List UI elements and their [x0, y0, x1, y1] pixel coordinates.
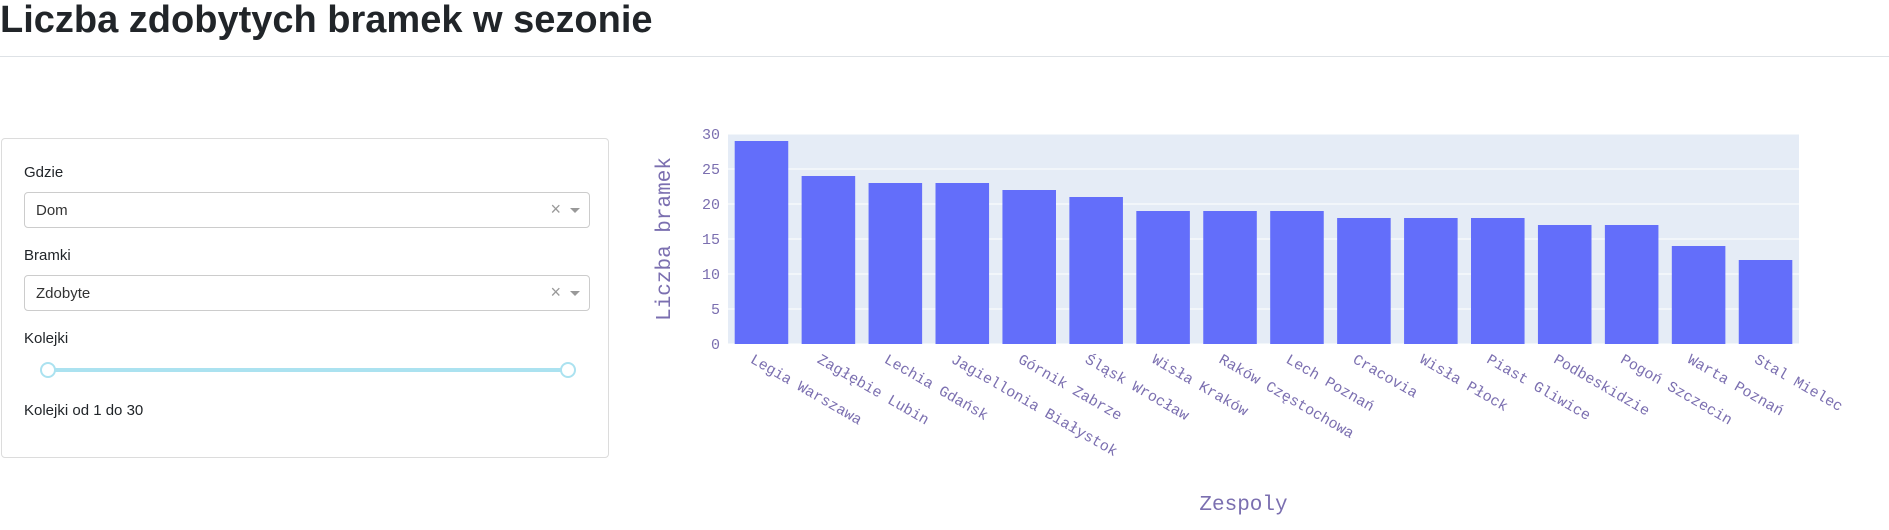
bar[interactable]	[1671, 246, 1726, 344]
bar[interactable]	[734, 141, 789, 344]
bar[interactable]	[1002, 190, 1056, 344]
location-dropdown-value: Dom	[36, 202, 68, 219]
bar[interactable]	[1136, 211, 1190, 344]
bar[interactable]	[935, 183, 990, 344]
y-tick-label: 20	[702, 197, 720, 214]
goals-dropdown-value: Zdobyte	[36, 285, 91, 302]
x-tick-label: Pogoń Szczecin	[1617, 352, 1735, 430]
bar[interactable]	[1738, 260, 1793, 344]
goals-clear-icon[interactable]: ×	[550, 282, 561, 302]
y-tick-label: 10	[702, 267, 720, 284]
y-tick-label: 15	[702, 232, 720, 249]
location-label: Gdzie	[24, 164, 64, 181]
y-tick-label: 30	[702, 127, 720, 144]
location-dropdown[interactable]: Dom ×	[24, 192, 590, 228]
goals-chevron-down-icon[interactable]	[570, 291, 580, 296]
bar[interactable]	[801, 176, 856, 344]
bar[interactable]	[1404, 218, 1458, 344]
rounds-slider-track[interactable]	[48, 368, 568, 372]
bar[interactable]	[868, 183, 923, 344]
bar[interactable]	[1604, 225, 1659, 344]
x-tick-label: Legia Warszawa	[747, 352, 865, 430]
y-tick-label: 5	[711, 302, 720, 319]
bar[interactable]	[1270, 211, 1324, 344]
rounds-slider-handle-max[interactable]	[560, 362, 576, 378]
rounds-summary: Kolejki od 1 do 30	[24, 402, 144, 419]
rounds-slider-handle-min[interactable]	[40, 362, 56, 378]
x-axis-title: Zespoly	[1199, 494, 1287, 517]
goals-label: Bramki	[24, 247, 71, 264]
rounds-range-slider[interactable]	[40, 361, 576, 379]
bar[interactable]	[1203, 211, 1257, 344]
bar[interactable]	[1337, 218, 1391, 344]
rounds-label: Kolejki	[24, 330, 69, 347]
y-tick-label: 25	[702, 162, 720, 179]
goals-dropdown[interactable]: Zdobyte ×	[24, 275, 590, 311]
y-axis-title: Liczba bramek	[654, 157, 677, 321]
y-tick-label: 0	[711, 337, 720, 354]
location-chevron-down-icon[interactable]	[570, 208, 580, 213]
bar[interactable]	[1537, 225, 1592, 344]
filter-panel: Gdzie Dom × Bramki Zdobyte × Kolejki Kol…	[1, 138, 609, 458]
page-title: Liczba zdobytych bramek w sezonie	[0, 0, 653, 41]
title-divider	[0, 56, 1889, 57]
location-clear-icon[interactable]: ×	[550, 199, 561, 219]
bar[interactable]	[1471, 218, 1525, 344]
bar[interactable]	[1069, 197, 1123, 344]
x-tick-label: Zagłębie Lubin	[814, 352, 932, 430]
